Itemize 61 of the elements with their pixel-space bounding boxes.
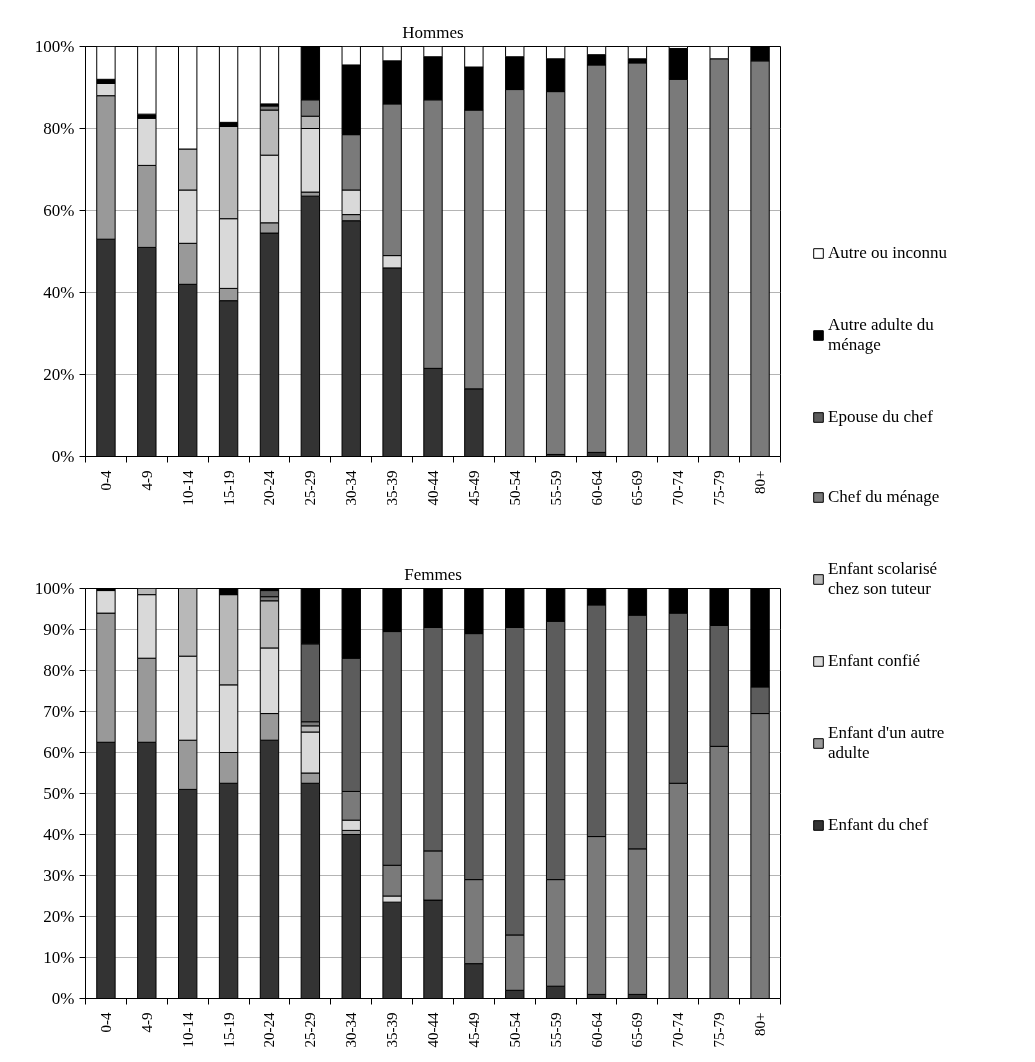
- x-tick-label: 0-4: [97, 470, 114, 491]
- y-tick-label: 70%: [43, 702, 75, 721]
- y-tick-label: 10%: [43, 948, 75, 967]
- y-tick-label: 60%: [43, 743, 75, 762]
- legend-label: Enfant confié: [828, 650, 921, 672]
- x-tick-label: 80+: [752, 470, 769, 494]
- x-tick-label: 4-9: [138, 470, 155, 491]
- x-tick-label: 55-59: [547, 470, 564, 506]
- y-tick-label: 100%: [34, 579, 75, 598]
- y-tick-label: 90%: [43, 620, 75, 639]
- x-tick-label: 75-79: [711, 470, 728, 506]
- x-tick-label: 20-24: [261, 470, 278, 506]
- y-tick-label: 80%: [43, 119, 75, 138]
- x-tick-label: 45-49: [465, 1012, 482, 1048]
- legend-label: Enfant d'un autre adulte: [828, 723, 945, 763]
- x-tick-label: 40-44: [425, 470, 441, 506]
- y-tick-label: 0%: [51, 989, 75, 1008]
- y-tick-label: 40%: [43, 825, 75, 844]
- x-tick-label: 45-49: [465, 470, 482, 506]
- y-tick-label: 0%: [51, 447, 75, 466]
- x-tick-label: 10-14: [179, 1012, 196, 1048]
- legend-label: Enfant scolarisé chez son tuteur: [828, 559, 938, 599]
- y-tick-label: 60%: [43, 201, 75, 220]
- y-tick-label: 80%: [43, 661, 75, 680]
- x-tick-label: 15-19: [220, 1012, 237, 1048]
- x-tick-label: 30-34: [343, 470, 360, 506]
- x-tick-label: 20-24: [261, 1012, 278, 1048]
- x-tick-label: 65-69: [629, 1012, 646, 1048]
- x-tick-label: 70-74: [670, 1012, 687, 1048]
- legend-label: Autre ou inconnu: [828, 242, 947, 264]
- y-tick-label: 100%: [34, 37, 75, 56]
- x-tick-label: 75-79: [711, 1012, 728, 1048]
- x-tick-label: 4-9: [138, 1012, 155, 1033]
- legend-label: Epouse du chef: [828, 406, 933, 428]
- legend-label: Enfant du chef: [828, 814, 929, 836]
- chart-title: Hommes: [402, 22, 464, 42]
- x-tick-label: 35-39: [384, 470, 401, 506]
- x-tick-label: 10-14: [179, 470, 196, 506]
- chart-title: Femmes: [404, 564, 462, 584]
- x-tick-label: 25-29: [302, 1012, 319, 1048]
- x-tick-label: 50-54: [506, 470, 523, 506]
- y-tick-label: 30%: [43, 866, 75, 885]
- x-tick-label: 80+: [752, 1012, 769, 1036]
- x-tick-label: 35-39: [384, 1012, 401, 1048]
- x-tick-label: 60-64: [588, 1012, 605, 1048]
- y-tick-label: 20%: [43, 365, 75, 384]
- legend-label: Chef du ménage: [828, 486, 940, 508]
- y-tick-label: 50%: [43, 784, 75, 803]
- x-tick-label: 50-54: [506, 1012, 523, 1048]
- x-tick-label: 40-44: [425, 1012, 441, 1048]
- y-tick-label: 40%: [43, 283, 75, 302]
- y-tick-label: 20%: [43, 907, 75, 926]
- x-tick-label: 70-74: [670, 470, 687, 506]
- x-tick-label: 60-64: [588, 470, 605, 506]
- x-tick-label: 65-69: [629, 470, 646, 506]
- x-tick-label: 0-4: [97, 1012, 114, 1033]
- x-tick-label: 55-59: [547, 1012, 564, 1048]
- x-tick-label: 15-19: [220, 470, 237, 506]
- x-tick-label: 25-29: [302, 470, 319, 506]
- legend-label: Autre adulte du ménage: [828, 315, 934, 355]
- x-tick-label: 30-34: [343, 1012, 360, 1048]
